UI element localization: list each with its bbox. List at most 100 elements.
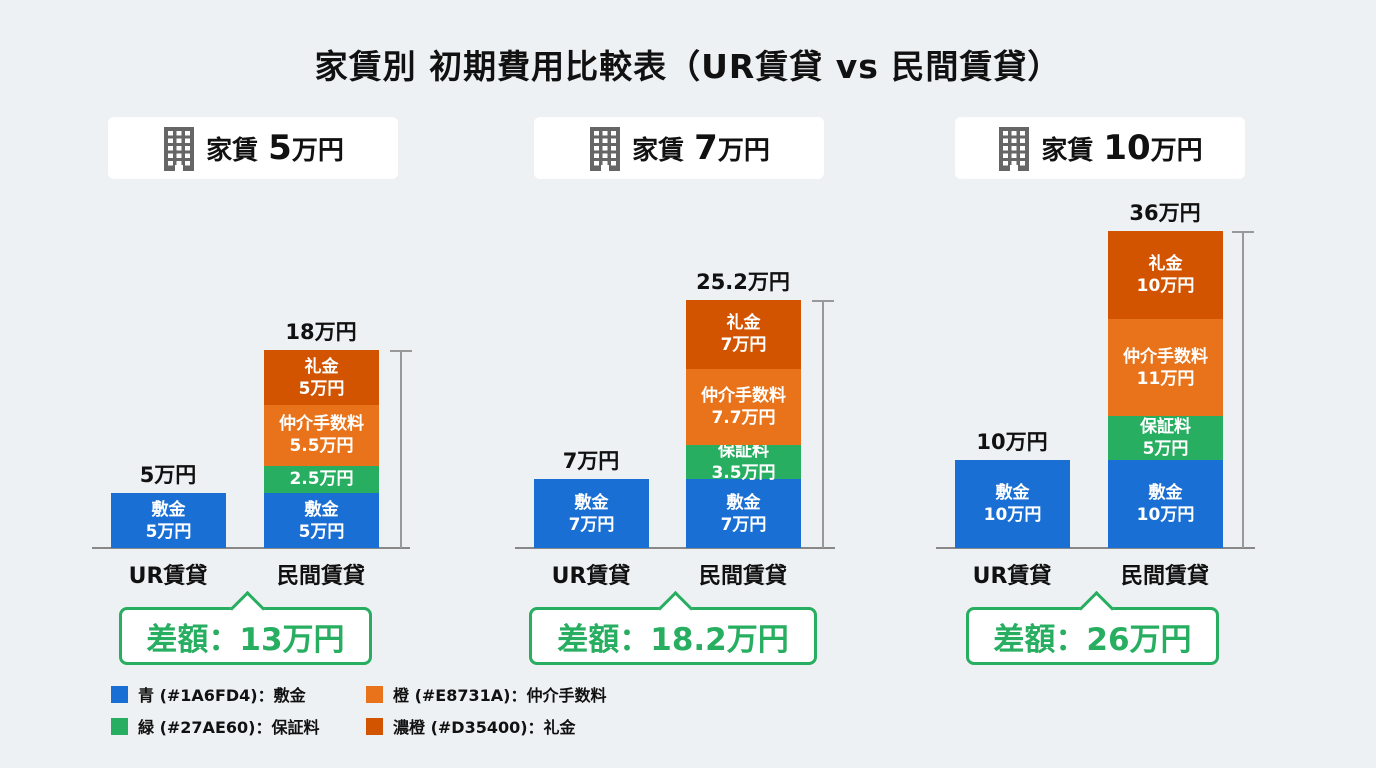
segment-保証料: 保証料 5万円 bbox=[1108, 415, 1223, 460]
legend-swatch bbox=[111, 717, 128, 735]
segment-value: 2.5万円 bbox=[289, 469, 354, 490]
legend-label: 橙 (#E8731A)：仲介手数料 bbox=[393, 686, 607, 705]
panel-header: 家賃 10 万円 bbox=[955, 117, 1245, 179]
segment-敷金: 敷金 10万円 bbox=[955, 460, 1070, 548]
building-icon bbox=[997, 125, 1031, 171]
bar-ur: 敷金 5万円 bbox=[111, 493, 226, 548]
panel-header: 家賃 7 万円 bbox=[534, 117, 824, 179]
legend-label: 濃橙 (#D35400)：礼金 bbox=[393, 718, 576, 737]
bar-private: 敷金 10万円 保証料 5万円 仲介手数料 11万円 礼金 10万円 bbox=[1108, 231, 1223, 548]
legend-item: 緑 (#27AE60)：保証料 bbox=[111, 714, 319, 738]
segment-name: 礼金 bbox=[304, 356, 339, 377]
difference-label: 差額：18.2万円 bbox=[557, 621, 789, 658]
chart-title: 家賃別 初期費用比較表（UR賃貸 vs 民間賃貸） bbox=[314, 47, 1062, 86]
segment-value: 3.5万円 bbox=[711, 462, 776, 483]
legend-item: 濃橙 (#D35400)：礼金 bbox=[366, 714, 576, 738]
segment-仲介手数料: 仲介手数料 5.5万円 bbox=[264, 405, 379, 466]
total-label: 10万円 bbox=[976, 430, 1048, 454]
bracket-cap bbox=[390, 350, 412, 352]
legend-swatch bbox=[366, 717, 383, 735]
segment-name: 礼金 bbox=[1148, 254, 1183, 275]
header-value: 5 bbox=[268, 128, 292, 168]
segment-value: 5万円 bbox=[298, 521, 345, 542]
legend-swatch bbox=[366, 685, 383, 703]
bracket-cap bbox=[1232, 231, 1254, 234]
bracket-line bbox=[1242, 231, 1244, 548]
difference-box: 差額：26万円 bbox=[966, 590, 1219, 665]
segment-name: 保証料 bbox=[1140, 416, 1191, 437]
total-label: 7万円 bbox=[562, 449, 620, 474]
segment-礼金: 礼金 7万円 bbox=[686, 299, 801, 369]
segment-value: 5.5万円 bbox=[289, 436, 354, 457]
difference-box: 差額：13万円 bbox=[119, 590, 372, 665]
segment-value: 10万円 bbox=[1136, 504, 1195, 525]
segment-value: 7万円 bbox=[720, 514, 767, 535]
segment-仲介手数料: 仲介手数料 7.7万円 bbox=[686, 368, 801, 445]
total-label: 18万円 bbox=[285, 320, 357, 344]
segment-value: 7万円 bbox=[720, 335, 767, 356]
legend-label: 緑 (#27AE60)：保証料 bbox=[138, 718, 320, 737]
difference-label: 差額：26万円 bbox=[993, 621, 1192, 658]
building-icon bbox=[588, 125, 622, 171]
legend-item: 橙 (#E8731A)：仲介手数料 bbox=[366, 682, 606, 706]
bracket-cap bbox=[812, 299, 834, 302]
legend-item: 青 (#1A6FD4)：敷金 bbox=[111, 682, 306, 706]
header-prefix: 家賃 bbox=[206, 135, 259, 166]
segment-敷金: 敷金 5万円 bbox=[264, 493, 379, 548]
category-label: 民間賃貸 bbox=[276, 564, 365, 589]
baseline bbox=[936, 547, 1255, 549]
segment-敷金: 敷金 5万円 bbox=[111, 493, 226, 548]
header-unit: 万円 bbox=[291, 136, 344, 166]
segment-敷金: 敷金 10万円 bbox=[1108, 459, 1223, 548]
legend-swatch bbox=[111, 685, 128, 703]
header-value: 10 bbox=[1103, 128, 1151, 168]
segment-value: 5万円 bbox=[145, 521, 192, 542]
header-prefix: 家賃 bbox=[632, 135, 685, 166]
category-label: UR賃貸 bbox=[972, 564, 1052, 589]
bracket-line bbox=[822, 299, 824, 548]
segment-value: 7万円 bbox=[568, 514, 615, 535]
header-amount: 5 万円 bbox=[268, 128, 344, 168]
segment-name: 敷金 bbox=[304, 499, 339, 520]
segment-name: 仲介手数料 bbox=[279, 414, 364, 435]
total-label: 5万円 bbox=[139, 463, 197, 487]
segment-value: 10万円 bbox=[1136, 276, 1195, 297]
category-label: UR賃貸 bbox=[128, 564, 208, 589]
category-label: UR賃貸 bbox=[551, 564, 631, 589]
header-unit: 万円 bbox=[1150, 136, 1203, 166]
header-amount: 7 万円 bbox=[694, 128, 770, 168]
difference-label: 差額：13万円 bbox=[146, 621, 345, 658]
segment-name: 仲介手数料 bbox=[701, 385, 786, 406]
difference-box: 差額：18.2万円 bbox=[529, 590, 817, 665]
panel-header: 家賃 5 万円 bbox=[108, 117, 398, 179]
segment-value: 7.7万円 bbox=[711, 407, 776, 428]
segment-value: 5万円 bbox=[1142, 438, 1189, 459]
segment-name: 敷金 bbox=[995, 483, 1030, 503]
segment-value: 11万円 bbox=[1136, 368, 1195, 389]
segment-敷金: 敷金 7万円 bbox=[534, 479, 649, 548]
segment-name: 保証料 bbox=[718, 440, 769, 461]
total-label: 25.2万円 bbox=[696, 269, 790, 294]
segment-name: 敷金 bbox=[726, 492, 761, 513]
baseline bbox=[92, 547, 410, 549]
segment-value: 10万円 bbox=[983, 505, 1042, 525]
header-value: 7 bbox=[694, 128, 718, 168]
header-unit: 万円 bbox=[717, 136, 770, 166]
bar-private: 敷金 5万円 2.5万円 仲介手数料 5.5万円 礼金 5万円 bbox=[264, 350, 379, 548]
bar-private: 敷金 7万円 保証料 3.5万円 仲介手数料 7.7万円 礼金 7万円 bbox=[686, 299, 801, 548]
segment-保証料: 保証料 3.5万円 bbox=[686, 441, 801, 483]
bracket-line bbox=[400, 350, 402, 548]
segment-礼金: 礼金 10万円 bbox=[1108, 231, 1223, 320]
bar-ur: 敷金 7万円 bbox=[534, 479, 649, 548]
header-amount: 10 万円 bbox=[1103, 128, 1202, 168]
baseline bbox=[515, 547, 835, 549]
segment-name: 敷金 bbox=[151, 499, 186, 520]
segment-仲介手数料: 仲介手数料 11万円 bbox=[1108, 319, 1223, 416]
category-label: 民間賃貸 bbox=[698, 564, 787, 589]
building-icon bbox=[162, 125, 196, 171]
total-label: 36万円 bbox=[1129, 201, 1201, 226]
legend-label: 青 (#1A6FD4)：敷金 bbox=[138, 686, 306, 705]
segment-礼金: 礼金 5万円 bbox=[264, 350, 379, 405]
segment-敷金: 敷金 7万円 bbox=[686, 479, 801, 548]
category-label: 民間賃貸 bbox=[1120, 564, 1209, 589]
